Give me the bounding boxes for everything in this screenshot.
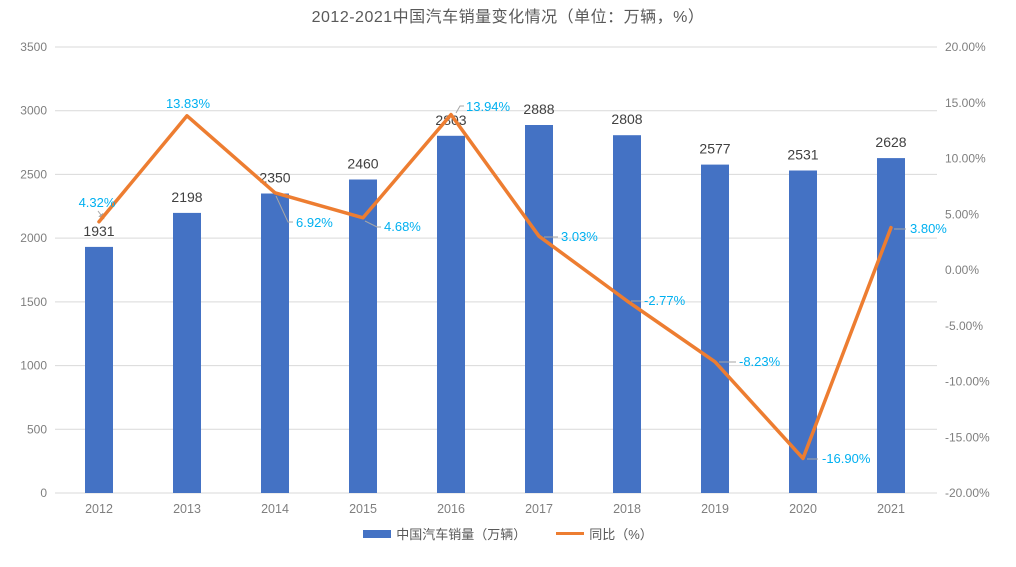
chart-title: 2012-2021中国汽车销量变化情况（单位：万辆，%）	[311, 9, 705, 26]
left-axis-tick: 1000	[20, 359, 47, 373]
bar-2015	[349, 179, 377, 493]
left-axis-tick: 0	[40, 486, 47, 500]
right-axis-tick: 5.00%	[945, 207, 979, 221]
x-axis-tick: 2015	[349, 502, 377, 516]
left-axis-tick: 500	[27, 422, 47, 436]
legend-sales-label: 中国汽车销量（万辆）	[396, 527, 527, 542]
bar-value-label: 2198	[171, 189, 202, 205]
legend-yoy-label: 同比（%）	[589, 527, 653, 542]
right-axis-tick: 15.00%	[945, 96, 986, 110]
bar-2021	[877, 158, 905, 493]
label-leader-lines	[97, 105, 906, 460]
right-axis-tick: 20.00%	[945, 40, 986, 54]
right-axis-tick: -10.00%	[945, 375, 990, 389]
bar-2019	[701, 164, 729, 493]
right-axis-tick: 10.00%	[945, 152, 986, 166]
line-point-label: 3.80%	[910, 221, 947, 236]
line-point-label: 3.03%	[561, 229, 598, 244]
x-axis-tick: 2014	[261, 502, 289, 516]
bar-value-label: 2531	[787, 147, 818, 163]
x-axis-tick: 2012	[85, 502, 113, 516]
bar-2018	[613, 135, 641, 493]
line-point-label: 13.94%	[466, 99, 511, 114]
bar-value-label: 2350	[259, 170, 290, 186]
legend-bar-swatch	[363, 529, 392, 538]
line-point-label: -8.23%	[739, 354, 781, 369]
left-axis-tick: 3000	[20, 104, 47, 118]
x-axis-tick: 2016	[437, 502, 465, 516]
bar-value-label: 2577	[699, 141, 730, 157]
bar-2014	[261, 193, 289, 493]
leader-line	[364, 220, 381, 228]
x-axis-labels: 2012 2013 2014 2015 2016 2017 2018 2019 2020 2021	[85, 502, 905, 516]
line-point-label: 4.68%	[384, 219, 421, 234]
leader-line	[275, 195, 293, 223]
yoy-trend-line	[97, 112, 893, 461]
left-axis-tick: 1500	[20, 295, 47, 309]
line-point-label: 13.83%	[166, 96, 211, 111]
line-point-label: -16.90%	[822, 451, 871, 466]
bar-2017	[525, 125, 553, 493]
right-axis-tick: 0.00%	[945, 263, 979, 277]
left-axis-tick: 2000	[20, 231, 47, 245]
x-axis-tick: 2017	[525, 502, 553, 516]
bar-value-label: 2808	[611, 111, 642, 127]
bar-value-label: 2460	[347, 156, 378, 172]
line-point-labels: 4.32% 13.83% 6.92% 4.68% 13.94% 3.03% -2.77% -8…	[79, 96, 948, 466]
left-axis-tick: 2500	[20, 167, 47, 181]
right-axis-tick: -5.00%	[945, 319, 983, 333]
line-point-label: 4.32%	[79, 195, 116, 210]
x-axis-tick: 2020	[789, 502, 817, 516]
bar-2016	[437, 135, 465, 494]
bar-2013	[173, 212, 201, 493]
x-axis-tick: 2013	[173, 502, 201, 516]
x-axis-tick: 2019	[701, 502, 729, 516]
legend: 中国汽车销量（万辆） 同比（%）	[0, 524, 1016, 543]
legend-item-yoy: 同比（%）	[556, 524, 653, 543]
bar-value-label: 2888	[523, 101, 554, 117]
legend-item-sales: 中国汽车销量（万辆）	[363, 524, 526, 543]
right-axis-tick: -20.00%	[945, 486, 990, 500]
x-axis-tick: 2018	[613, 502, 641, 516]
left-axis-tick: 3500	[20, 40, 47, 54]
x-axis-tick: 2021	[877, 502, 905, 516]
bar-2012	[85, 246, 113, 493]
leader-line	[455, 105, 464, 114]
right-axis-tick: -15.00%	[945, 430, 990, 444]
bar-value-label: 2628	[875, 134, 906, 150]
line-point-label: -2.77%	[644, 293, 686, 308]
bar-value-label: 1931	[83, 223, 114, 239]
left-axis-labels: 3500 3000 2500 2000 1500 1000 500 0	[20, 40, 47, 500]
bar-2020	[789, 170, 817, 493]
line-point-label: 6.92%	[296, 215, 333, 230]
legend-line-swatch	[556, 532, 585, 535]
bar-series	[85, 125, 905, 494]
right-axis-labels: 20.00% 15.00% 10.00% 5.00% 0.00% -5.00% -10.00…	[945, 40, 990, 500]
